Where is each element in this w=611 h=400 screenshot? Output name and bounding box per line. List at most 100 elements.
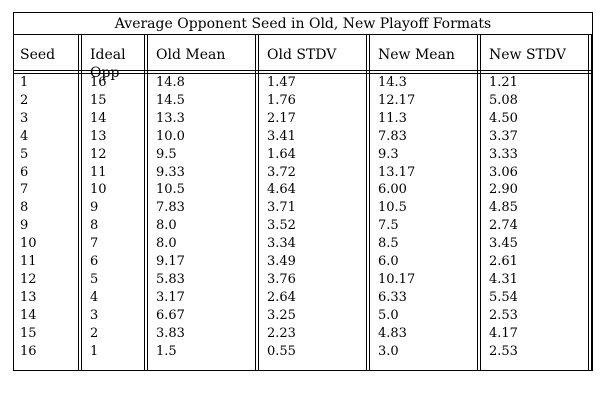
cell-old-mean: 14.5 xyxy=(156,92,185,108)
header-seed: Seed xyxy=(20,47,56,63)
cell-new-stdv: 5.08 xyxy=(489,92,518,108)
cell-new-mean: 13.17 xyxy=(378,164,416,180)
cell-new-mean: 10.5 xyxy=(378,200,407,216)
cell-old-stdv: 3.76 xyxy=(267,271,296,287)
cell-ideal-opp: 4 xyxy=(90,289,99,305)
cell-new-stdv: 3.06 xyxy=(489,164,518,180)
cell-ideal-opp: 5 xyxy=(90,271,99,287)
cell-new-mean: 9.3 xyxy=(378,146,399,162)
cell-seed: 9 xyxy=(20,218,29,234)
cell-new-mean: 3.0 xyxy=(378,343,399,359)
cell-seed: 7 xyxy=(20,182,29,198)
cell-ideal-opp: 14 xyxy=(90,110,107,126)
cell-ideal-opp: 9 xyxy=(90,200,99,216)
cell-old-stdv: 3.41 xyxy=(267,128,296,144)
cell-new-mean: 7.83 xyxy=(378,128,407,144)
cell-old-stdv: 1.76 xyxy=(267,92,296,108)
title-rule xyxy=(13,34,593,35)
cell-ideal-opp: 1 xyxy=(90,343,99,359)
cell-seed: 16 xyxy=(20,343,37,359)
column-rule-1a xyxy=(78,34,79,371)
cell-seed: 15 xyxy=(20,325,37,341)
cell-new-stdv: 4.31 xyxy=(489,271,518,287)
cell-new-stdv: 5.54 xyxy=(489,289,518,305)
outer-vertical-rule-2 xyxy=(592,12,593,371)
cell-ideal-opp: 3 xyxy=(90,307,99,323)
cell-seed: 14 xyxy=(20,307,37,323)
cell-ideal-opp: 8 xyxy=(90,218,99,234)
cell-old-stdv: 3.72 xyxy=(267,164,296,180)
cell-ideal-opp: 12 xyxy=(90,146,107,162)
cell-new-stdv: 3.37 xyxy=(489,128,518,144)
cell-new-stdv: 3.33 xyxy=(489,146,518,162)
header-old-mean: Old Mean xyxy=(156,47,226,63)
header-rule-1 xyxy=(13,70,593,71)
cell-new-stdv: 2.53 xyxy=(489,343,518,359)
cell-seed: 1 xyxy=(20,75,29,90)
cell-ideal-opp: 2 xyxy=(90,325,99,341)
cell-old-stdv: 2.17 xyxy=(267,110,296,126)
cell-seed: 13 xyxy=(20,289,37,305)
cell-new-mean: 11.3 xyxy=(378,110,407,126)
cell-new-stdv: 2.74 xyxy=(489,218,518,234)
cell-new-stdv: 2.61 xyxy=(489,254,518,269)
cell-old-mean: 8.0 xyxy=(156,218,177,234)
cell-seed: 8 xyxy=(20,200,29,216)
column-rule-3a xyxy=(255,34,256,371)
cell-new-stdv: 4.50 xyxy=(489,110,518,126)
cell-new-mean: 10.17 xyxy=(378,271,416,287)
cell-new-stdv: 4.85 xyxy=(489,200,518,216)
cell-old-stdv: 1.64 xyxy=(267,146,296,162)
column-rule-5a xyxy=(477,34,478,371)
cell-old-mean: 13.3 xyxy=(156,110,185,126)
cell-new-mean: 8.5 xyxy=(378,236,399,252)
cell-old-mean: 3.83 xyxy=(156,325,185,341)
cell-old-mean: 6.67 xyxy=(156,307,185,323)
cell-old-mean: 9.17 xyxy=(156,254,185,269)
column-rule-6a xyxy=(588,34,589,371)
cell-old-mean: 7.83 xyxy=(156,200,185,216)
column-rule-3b xyxy=(258,34,259,371)
cell-old-mean: 5.83 xyxy=(156,271,185,287)
cell-old-mean: 9.5 xyxy=(156,146,177,162)
outer-vertical-rule-1 xyxy=(13,12,14,371)
table-top-rule xyxy=(13,12,593,13)
cell-new-mean: 6.0 xyxy=(378,254,399,269)
column-rule-1b xyxy=(81,34,82,371)
cell-seed: 6 xyxy=(20,164,29,180)
cell-old-stdv: 2.23 xyxy=(267,325,296,341)
cell-new-stdv: 1.21 xyxy=(489,75,518,90)
cell-seed: 2 xyxy=(20,92,29,108)
cell-new-mean: 6.33 xyxy=(378,289,407,305)
cell-new-stdv: 4.17 xyxy=(489,325,518,341)
cell-ideal-opp: 6 xyxy=(90,254,99,269)
cell-old-mean: 1.5 xyxy=(156,343,177,359)
header-rule-2 xyxy=(13,73,593,74)
cell-new-mean: 5.0 xyxy=(378,307,399,323)
cell-seed: 12 xyxy=(20,271,37,287)
cell-ideal-opp: 13 xyxy=(90,128,107,144)
cell-old-stdv: 1.47 xyxy=(267,75,296,90)
cell-ideal-opp: 10 xyxy=(90,182,107,198)
cell-old-mean: 9.33 xyxy=(156,164,185,180)
cell-seed: 5 xyxy=(20,146,29,162)
header-new-mean: New Mean xyxy=(378,47,455,63)
cell-new-mean: 12.17 xyxy=(378,92,416,108)
cell-old-stdv: 0.55 xyxy=(267,343,296,359)
cell-new-mean: 14.3 xyxy=(378,75,407,90)
header-ideal-opp-line-1: Ideal xyxy=(90,47,126,63)
column-rule-5b xyxy=(480,34,481,371)
cell-seed: 10 xyxy=(20,236,37,252)
cell-ideal-opp: 15 xyxy=(90,92,107,108)
cell-seed: 11 xyxy=(20,254,37,269)
cell-ideal-opp: 7 xyxy=(90,236,99,252)
cell-seed: 3 xyxy=(20,110,29,126)
cell-new-mean: 6.00 xyxy=(378,182,407,198)
cell-old-stdv: 3.25 xyxy=(267,307,296,323)
cell-old-stdv: 3.52 xyxy=(267,218,296,234)
header-new-stdv: New STDV xyxy=(489,47,566,63)
cell-old-mean: 8.0 xyxy=(156,236,177,252)
cell-new-stdv: 2.53 xyxy=(489,307,518,323)
table-title: Average Opponent Seed in Old, New Playof… xyxy=(114,16,492,32)
header-old-stdv: Old STDV xyxy=(267,47,337,63)
